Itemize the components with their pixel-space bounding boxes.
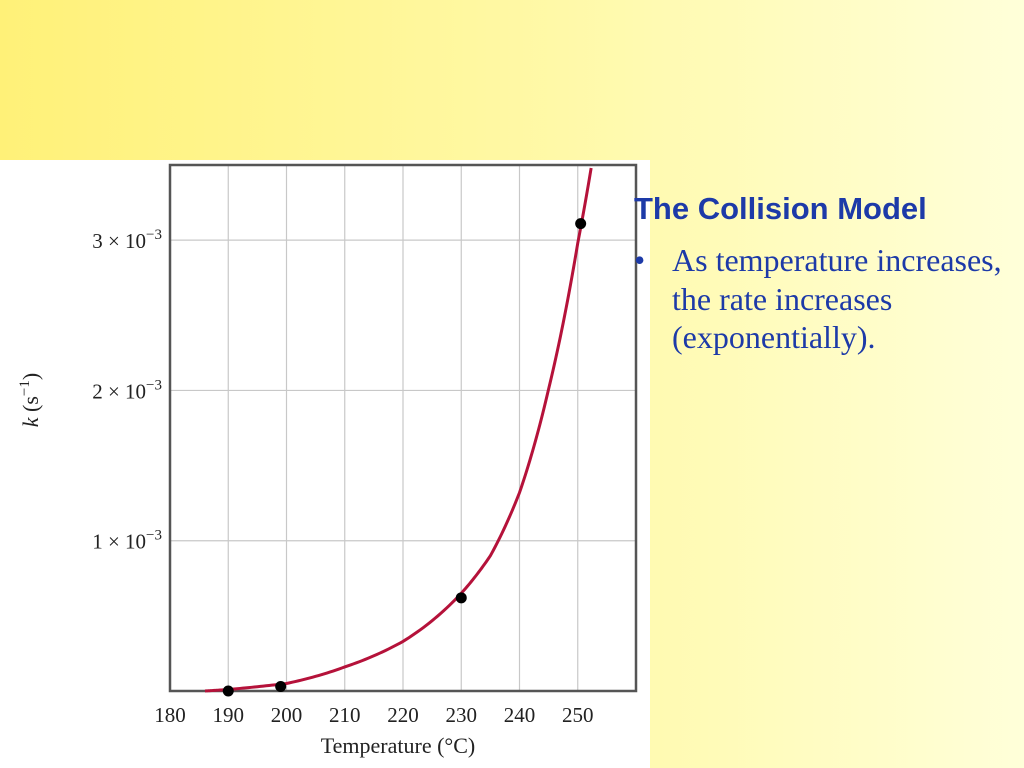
bullet-item: • As temperature increases, the rate inc… <box>634 241 1014 356</box>
x-tick-label: 200 <box>271 703 303 727</box>
data-point <box>575 218 587 230</box>
y-tick-label: 2 × 10−3 <box>92 377 162 403</box>
x-tick-label: 230 <box>446 703 478 727</box>
slide-text-area: The Collision Model • As temperature inc… <box>634 190 1014 356</box>
bullet-symbol: • <box>634 242 646 279</box>
plot-frame <box>168 163 638 693</box>
y-axis-title: k (s−1) <box>17 373 43 427</box>
x-tick-label: 190 <box>213 703 245 727</box>
fit-curve <box>204 167 593 693</box>
x-axis-title: Temperature (°C) <box>321 733 475 758</box>
data-point <box>455 592 467 604</box>
x-tick-label: 250 <box>562 703 594 727</box>
x-tick-label: 180 <box>154 703 186 727</box>
y-tick-label: 3 × 10−3 <box>92 227 162 253</box>
bullet-text: As temperature increases, the rate incre… <box>672 242 1002 355</box>
x-tick-label: 220 <box>387 703 419 727</box>
x-tick-label: 240 <box>504 703 536 727</box>
rate-vs-temperature-chart: 180 190 200 210 220 230 240 250 1 × 10−3 2 × 10−3… <box>17 163 638 758</box>
data-point <box>222 685 234 697</box>
x-tick-label: 210 <box>329 703 361 727</box>
chart-panel: 180 190 200 210 220 230 240 250 1 × 10−3 2 × 10−3… <box>0 160 650 768</box>
data-point <box>275 680 287 692</box>
y-tick-label: 1 × 10−3 <box>92 528 162 554</box>
slide-title: The Collision Model <box>634 191 927 226</box>
